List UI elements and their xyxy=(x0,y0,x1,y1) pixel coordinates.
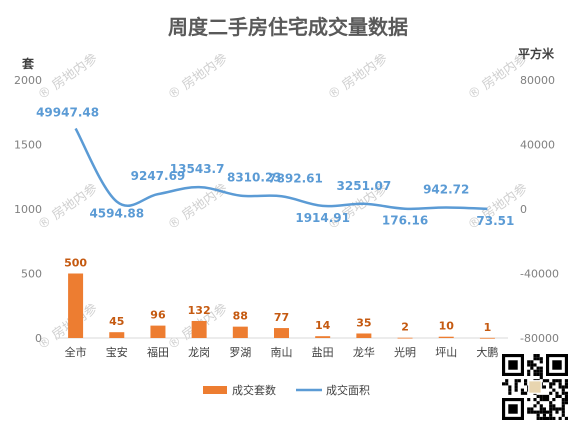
left-tick-label: 1500 xyxy=(14,139,42,152)
legend-swatch-bar xyxy=(203,386,227,394)
watermark-text: ® 房地内参 xyxy=(35,50,101,103)
line-label: 13543.7 xyxy=(170,162,225,176)
category-label: 坪山 xyxy=(435,346,457,359)
category-label: 全市 xyxy=(65,345,87,359)
right-axis-unit: 平方米 xyxy=(518,46,555,61)
line-label: 3251.07 xyxy=(337,179,392,193)
category-label: 龙岗 xyxy=(188,346,210,359)
bar-label: 45 xyxy=(109,315,124,328)
bar-盐田 xyxy=(315,336,331,338)
line-label: 49947.48 xyxy=(36,105,99,119)
right-axis-ticks: -80000 -40000 0 40000 80000 xyxy=(520,74,559,345)
left-tick-label: 0 xyxy=(35,332,42,345)
legend: 成交套数 成交面积 xyxy=(203,383,370,397)
watermark-layer: ® 房地内参 ® 房地内参® 房地内参 ® 房地内参® 房地内参 ® 房地内参® 房地… xyxy=(35,50,531,353)
line-label: 176.16 xyxy=(382,214,428,228)
qr-code-icon xyxy=(502,354,568,420)
bar-龙华 xyxy=(356,333,372,338)
bar-福田 xyxy=(150,325,166,338)
bar-大鹏 xyxy=(479,337,495,339)
category-labels: 全市 宝安 福田 龙岗 罗湖 南山 盐田 龙华 光明 坪山 大鹏 xyxy=(65,345,499,359)
category-label: 盐田 xyxy=(312,346,334,359)
bar-label: 1 xyxy=(484,321,492,334)
line-label: 73.51 xyxy=(476,214,514,228)
left-tick-label: 1000 xyxy=(14,203,42,216)
bar-series xyxy=(68,273,495,339)
line-label: 7892.61 xyxy=(268,171,323,185)
watermark-text: ® 房地内参 xyxy=(165,50,231,103)
line-label: 8310.23 xyxy=(227,171,282,185)
bar-label: 14 xyxy=(315,319,331,332)
bar-label: 88 xyxy=(233,310,248,323)
bar-label: 132 xyxy=(188,304,211,317)
category-label: 大鹏 xyxy=(476,345,498,359)
line-label: 942.72 xyxy=(423,182,469,196)
category-label: 龙华 xyxy=(353,345,375,359)
right-tick-label: -80000 xyxy=(520,332,559,345)
category-label: 南山 xyxy=(271,346,293,359)
category-label: 福田 xyxy=(147,345,169,359)
left-tick-label: 2000 xyxy=(14,74,42,87)
left-tick-label: 500 xyxy=(21,268,42,281)
category-label: 光明 xyxy=(394,345,416,359)
left-axis-ticks: 0 500 1000 1500 2000 xyxy=(14,74,42,345)
bar-龙岗 xyxy=(191,320,207,338)
bar-label: 2 xyxy=(401,321,409,334)
bar-labels: 500 45 96 132 88 77 14 35 2 10 1 xyxy=(64,257,491,334)
bar-全市 xyxy=(68,273,84,338)
right-tick-label: 40000 xyxy=(520,139,555,152)
bar-label: 35 xyxy=(356,316,371,329)
bar-label: 77 xyxy=(274,311,289,324)
bar-坪山 xyxy=(438,336,454,338)
bar-罗湖 xyxy=(232,326,248,338)
category-label: 宝安 xyxy=(106,345,128,359)
chart-title: 周度二手房住宅成交量数据 xyxy=(168,15,408,39)
bar-label: 10 xyxy=(439,320,455,333)
category-label: 罗湖 xyxy=(229,346,251,359)
line-label: 1914.91 xyxy=(295,211,350,225)
area-series-line xyxy=(74,127,488,211)
line-label: 4594.88 xyxy=(89,207,144,221)
line-label: 9247.69 xyxy=(131,169,186,183)
left-axis-unit: 套 xyxy=(21,56,35,71)
bar-南山 xyxy=(274,328,289,338)
right-tick-label: 80000 xyxy=(520,74,555,87)
line-labels: 49947.48 4594.88 9247.6913543.78310.237892… xyxy=(36,105,514,227)
watermark-text: ® 房地内参 xyxy=(325,50,391,103)
bar-label: 500 xyxy=(64,257,87,270)
right-tick-label: -40000 xyxy=(520,268,559,281)
bar-光明 xyxy=(397,337,413,339)
legend-label-bar: 成交套数 xyxy=(232,383,276,397)
bar-label: 96 xyxy=(150,309,166,322)
legend-label-line: 成交面积 xyxy=(326,383,370,397)
bar-宝安 xyxy=(109,332,125,338)
right-tick-label: 0 xyxy=(520,203,527,216)
